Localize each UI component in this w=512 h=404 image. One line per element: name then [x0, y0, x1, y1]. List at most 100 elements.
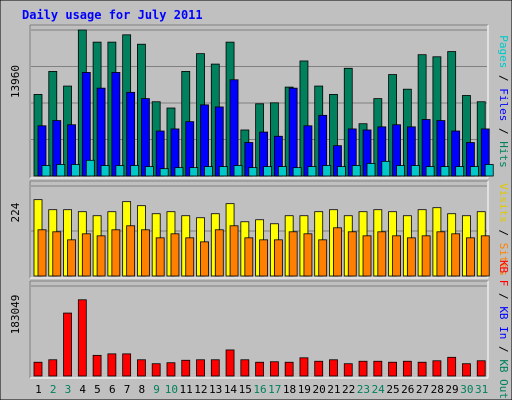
x-tick-label-30: 30 — [460, 383, 473, 396]
bar-sites-day-7 — [126, 225, 136, 277]
bar-pages-day-11 — [189, 167, 199, 177]
legend-entry: KB F — [497, 260, 510, 287]
bar-sites-day-4 — [81, 233, 91, 277]
bar-files-day-8 — [141, 98, 150, 177]
bar-kbytes-day-7 — [122, 353, 132, 377]
bar-kbytes-day-12 — [196, 359, 205, 377]
bar-sites-day-25 — [392, 235, 401, 277]
bar-files-day-13 — [214, 106, 224, 177]
bar-pages-day-27 — [425, 166, 435, 177]
x-tick-label-11: 11 — [180, 383, 193, 396]
bar-sites-day-22 — [347, 231, 357, 277]
legend-entry: KB In — [497, 306, 510, 339]
bar-sites-day-30 — [466, 237, 475, 277]
bar-kbytes-day-28 — [432, 360, 442, 377]
bar-pages-day-22 — [351, 165, 361, 177]
x-tick-label-20: 20 — [312, 383, 325, 396]
x-tick-label-8: 8 — [138, 383, 145, 396]
bar-sites-day-26 — [406, 237, 416, 277]
bar-kbytes-day-14 — [225, 349, 235, 377]
bar-pages-day-4 — [85, 159, 95, 177]
panel-kbytes-max-label: 183049 — [9, 295, 22, 335]
bar-kbytes-day-31 — [476, 360, 486, 377]
bar-kbytes-day-1 — [33, 361, 43, 377]
bar-pages-day-31 — [484, 164, 494, 177]
x-tick-label-29: 29 — [445, 383, 458, 396]
series-pages — [41, 159, 494, 177]
x-tick-label-7: 7 — [124, 383, 131, 396]
bar-files-day-6 — [111, 72, 121, 177]
panel-hits: 13960 Pages / Files / Hits — [9, 24, 510, 179]
bar-pages-day-7 — [130, 165, 140, 177]
bar-pages-day-12 — [204, 166, 213, 177]
bar-kbytes-day-24 — [373, 360, 383, 377]
bar-kbytes-day-4 — [77, 299, 87, 377]
bar-pages-day-6 — [115, 165, 125, 177]
bar-kbytes-day-3 — [63, 312, 72, 377]
bar-pages-day-8 — [145, 166, 154, 177]
chart-title: Daily usage for July 2011 — [22, 8, 203, 22]
bar-kbytes-day-16 — [255, 361, 265, 377]
bar-files-day-18 — [288, 87, 298, 177]
legend-entry: Pages — [497, 35, 510, 68]
bar-kbytes-day-5 — [92, 354, 102, 377]
x-tick-label-3: 3 — [65, 383, 72, 396]
bar-sites-day-29 — [451, 233, 461, 277]
bar-sites-day-3 — [67, 239, 76, 277]
bar-kbytes-day-29 — [447, 356, 457, 377]
x-tick-label-13: 13 — [209, 383, 222, 396]
bar-sites-day-8 — [141, 229, 150, 277]
bar-kbytes-day-17 — [269, 361, 279, 377]
x-axis-tick-labels: 1 2 3 4 5 6 7 8 9 10 11 12 13 14 15 16 17 18 19 20 21 22 23 24 2… — [35, 383, 488, 396]
bar-sites-day-16 — [259, 239, 269, 277]
bar-pages-day-5 — [100, 165, 110, 177]
bar-pages-day-14 — [233, 165, 243, 177]
bar-sites-day-2 — [52, 231, 62, 277]
bar-pages-day-29 — [455, 166, 465, 177]
x-tick-label-18: 18 — [283, 383, 296, 396]
bar-sites-day-6 — [111, 229, 121, 277]
bar-kbytes-day-8 — [137, 359, 146, 377]
bar-sites-day-15 — [244, 237, 254, 277]
x-tick-label-24: 24 — [372, 383, 386, 396]
bar-pages-day-10 — [174, 167, 184, 177]
bar-pages-day-21 — [337, 166, 346, 177]
x-tick-label-22: 22 — [342, 383, 355, 396]
x-tick-label-26: 26 — [401, 383, 414, 396]
panel-visits: 224 Visits / Sites — [9, 180, 510, 279]
x-tick-label-28: 28 — [431, 383, 444, 396]
bar-kbytes-day-15 — [240, 359, 250, 377]
legend-entry: Hits — [497, 141, 510, 168]
bar-kbytes-day-19 — [299, 357, 309, 377]
bar-pages-day-18 — [292, 167, 302, 177]
series-sites — [37, 225, 490, 277]
bar-kbytes-day-18 — [284, 361, 294, 377]
bar-pages-day-28 — [440, 166, 450, 177]
bar-sites-day-11 — [185, 237, 195, 277]
bar-pages-day-13 — [218, 166, 228, 177]
legend-separator: / — [497, 223, 510, 243]
legend-separator: / — [497, 121, 510, 141]
x-tick-label-27: 27 — [416, 383, 429, 396]
bar-pages-day-20 — [322, 165, 332, 177]
bar-kbytes-day-11 — [181, 359, 191, 377]
bar-sites-day-18 — [288, 231, 298, 277]
x-tick-label-10: 10 — [165, 383, 178, 396]
bar-kbytes-day-27 — [417, 361, 427, 377]
series-files — [37, 72, 490, 177]
legend-separator: / — [497, 286, 510, 306]
bar-pages-day-19 — [307, 166, 317, 177]
x-tick-label-9: 9 — [153, 383, 160, 396]
bar-pages-day-9 — [159, 168, 169, 177]
bar-kbytes-day-6 — [107, 353, 117, 377]
legend-separator: / — [497, 68, 510, 88]
bar-sites-day-20 — [318, 239, 328, 277]
bar-files-day-14 — [229, 79, 239, 177]
bar-sites-day-31 — [480, 235, 490, 277]
bar-kbytes-day-20 — [314, 360, 324, 377]
bar-sites-day-12 — [200, 241, 209, 277]
bar-pages-day-25 — [396, 165, 405, 177]
